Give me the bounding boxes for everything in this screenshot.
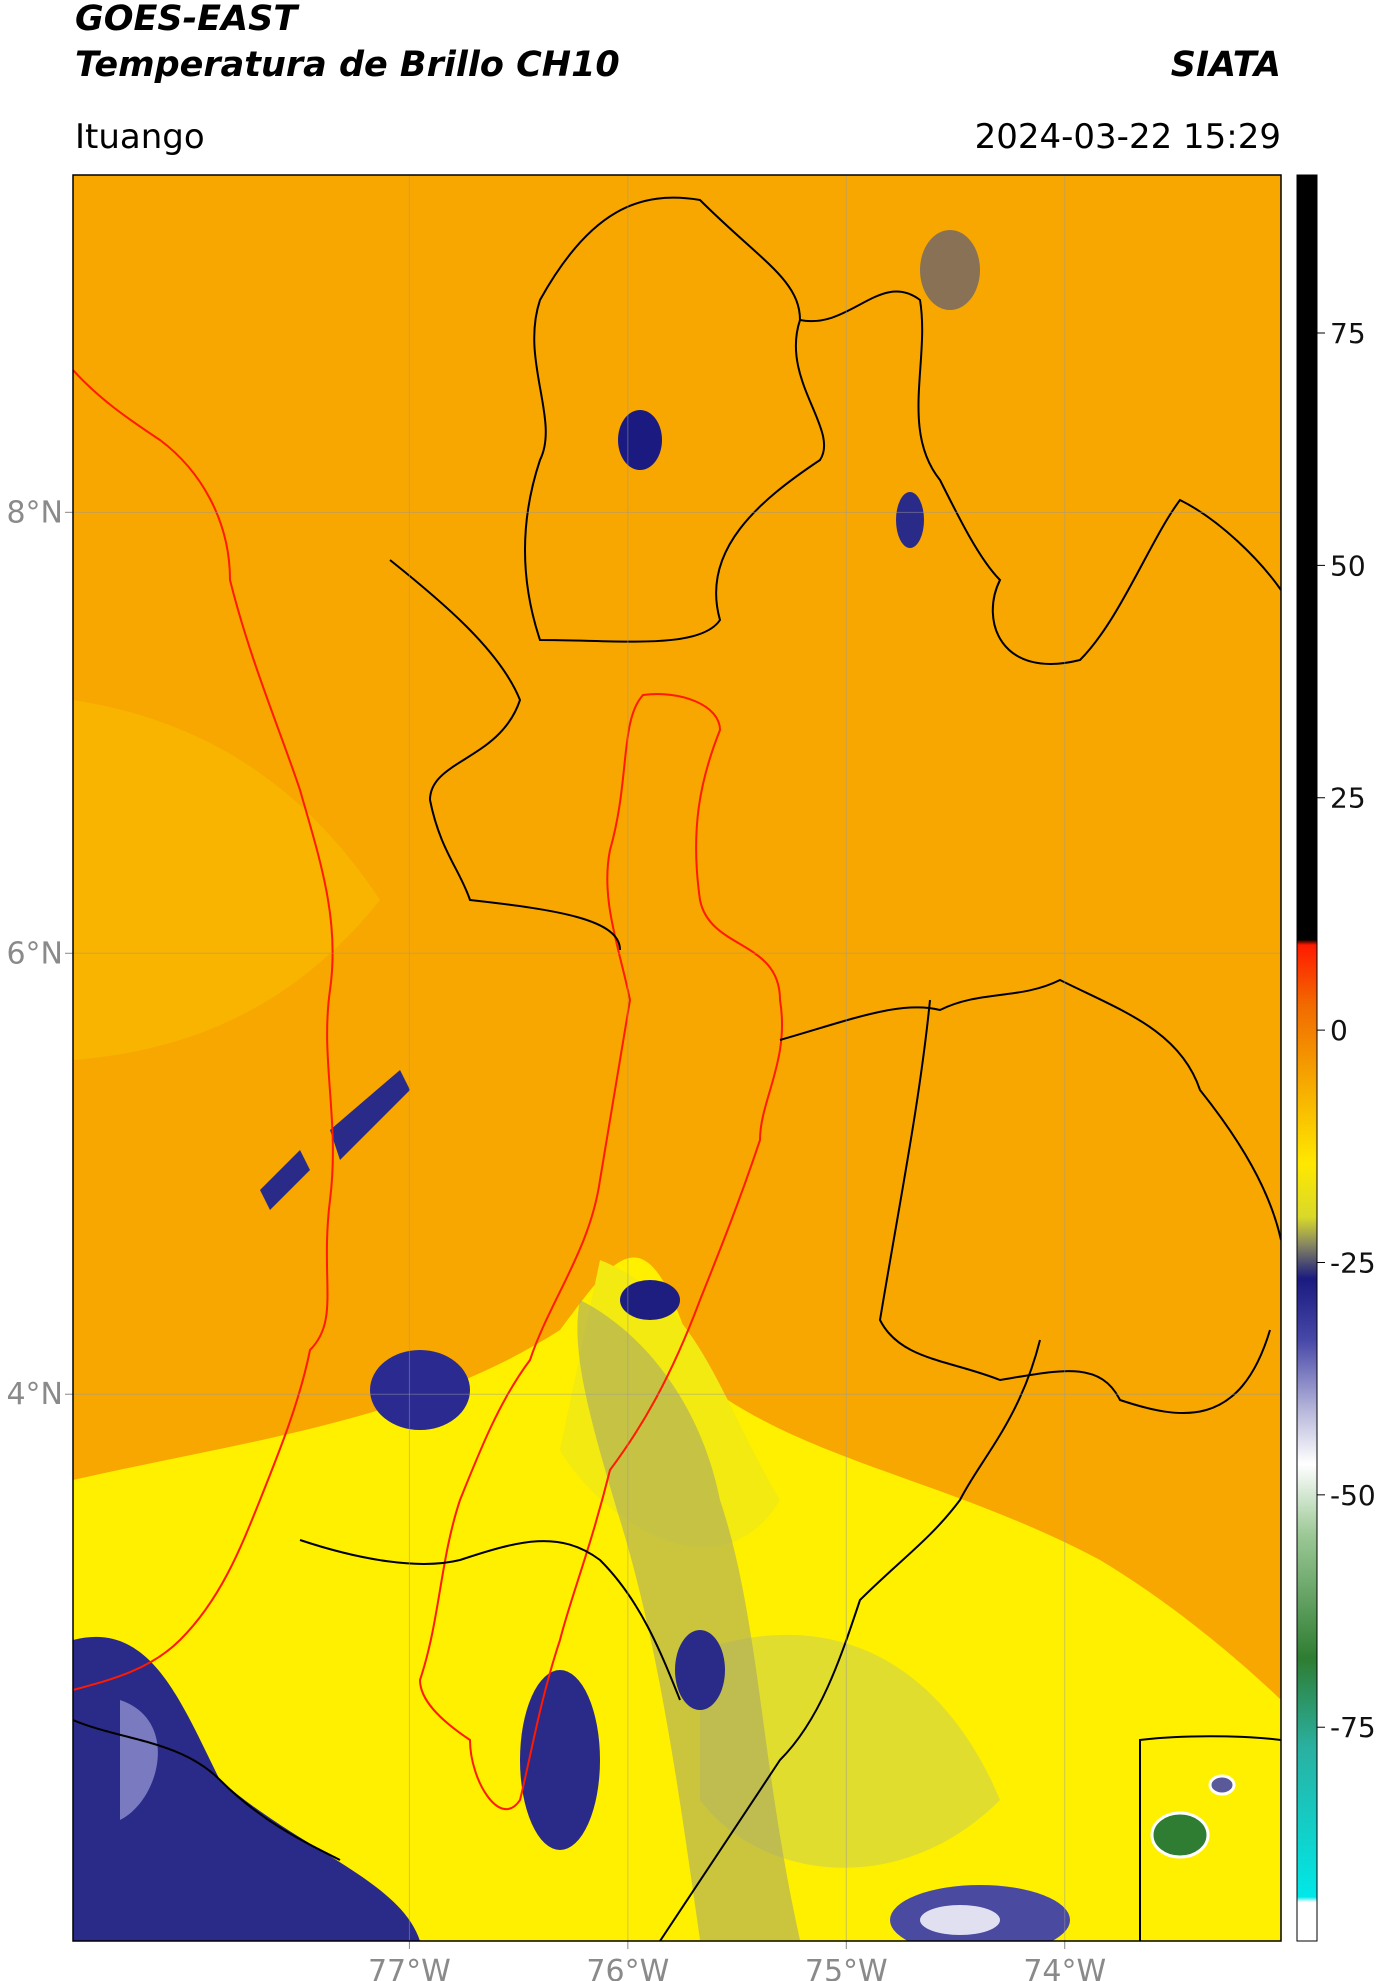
- source: SIATA: [1171, 45, 1281, 85]
- y-tick-label: 6°N: [6, 936, 63, 971]
- colorbar-tick-label: 25: [1330, 782, 1366, 815]
- colorbar-tick-label: 0: [1330, 1014, 1348, 1047]
- x-tick-label: 75°W: [805, 1954, 888, 1981]
- y-tick-label: 8°N: [6, 495, 63, 530]
- datetime: 2024-03-22 15:29: [975, 117, 1281, 157]
- satellite-image: [73, 175, 1281, 1941]
- x-tick-label: 76°W: [586, 1954, 669, 1981]
- colorbar: [1296, 174, 1318, 1942]
- x-tick-label: 77°W: [368, 1954, 451, 1981]
- region: Ituango: [75, 117, 205, 157]
- colorbar-ticks: 75 50 25 0 -25 -50 -75: [1317, 317, 1376, 1744]
- colorbar-tick-label: -25: [1330, 1246, 1376, 1279]
- grid: 77°W 76°W 75°W 74°W 8°N 6°N 4°N: [6, 175, 1281, 1981]
- colorbar-tick-label: 75: [1330, 317, 1366, 350]
- title: GOES-EAST: [75, 0, 300, 39]
- y-tick-label: 4°N: [6, 1377, 63, 1412]
- colorbar-tick-label: -75: [1330, 1711, 1376, 1744]
- colorbar-tick-label: 50: [1330, 549, 1366, 582]
- colorbar-tick-label: -50: [1330, 1479, 1376, 1512]
- x-tick-label: 74°W: [1023, 1954, 1106, 1981]
- map-frame: [72, 174, 1282, 1942]
- subtitle: Temperatura de Brillo CH10: [75, 45, 620, 85]
